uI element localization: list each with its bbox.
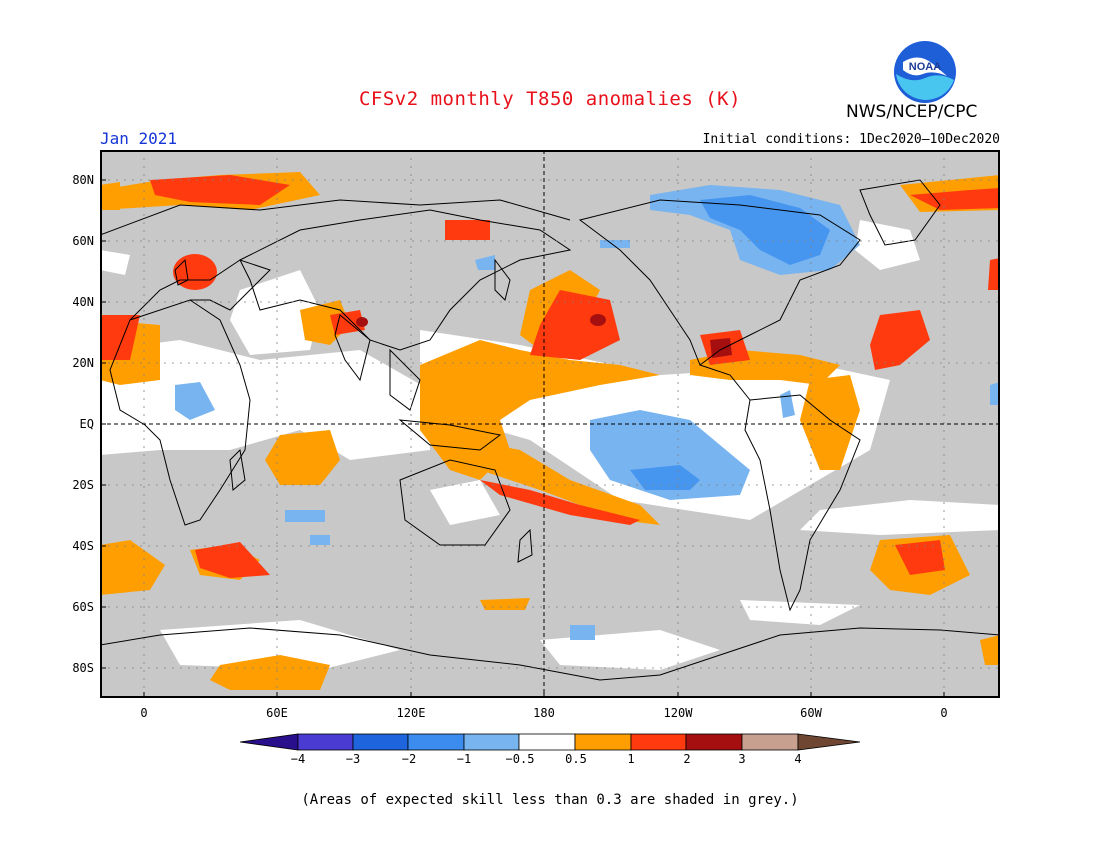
- noaa-logo: NOAA: [894, 41, 956, 103]
- colorbar-swatch: [407, 733, 465, 751]
- lat-label-80s: 80S: [72, 661, 94, 675]
- coastlines: [100, 179, 1000, 681]
- lon-label-120w: 120W: [663, 706, 693, 720]
- agency-label: NWS/NCEP/CPC: [846, 102, 978, 122]
- colorbar: [240, 733, 861, 751]
- noaa-logo-text: NOAA: [909, 61, 941, 73]
- colorbar-label: 1: [627, 752, 635, 766]
- lat-label-80n: 80N: [72, 173, 94, 187]
- colorbar-swatch: [518, 733, 576, 751]
- colorbar-arrow-left: [240, 733, 299, 751]
- colorbar-label: −2: [401, 752, 417, 766]
- lat-label-40s: 40S: [72, 539, 94, 553]
- lat-label-eq: EQ: [79, 417, 94, 431]
- anomaly-map: [100, 150, 1000, 698]
- colorbar-label: 0.5: [565, 752, 587, 766]
- equator-dateline: [100, 150, 1000, 698]
- lon-label-60e: 60E: [266, 706, 288, 720]
- valid-month: Jan 2021: [100, 129, 178, 148]
- lon-label-120e: 120E: [396, 706, 426, 720]
- lat-label-60s: 60S: [72, 600, 94, 614]
- lat-label-40n: 40N: [72, 295, 94, 309]
- colorbar-label: −0.5: [505, 752, 535, 766]
- colorbar-label: 4: [794, 752, 802, 766]
- colorbar-label: −3: [345, 752, 361, 766]
- lon-label-0-left: 0: [140, 706, 148, 720]
- axis-ticks: [100, 179, 945, 698]
- colorbar-label: −1: [456, 752, 472, 766]
- colorbar-swatch: [463, 733, 520, 751]
- lat-label-20s: 20S: [72, 478, 94, 492]
- chart-title: CFSv2 monthly T850 anomalies (K): [358, 88, 742, 110]
- colorbar-swatch: [297, 733, 354, 751]
- skill-footnote: (Areas of expected skill less than 0.3 a…: [301, 792, 799, 808]
- colorbar-swatch: [685, 733, 743, 751]
- colorbar-arrow-right: [797, 733, 861, 751]
- colorbar-swatch: [741, 733, 799, 751]
- lon-label-60w: 60W: [800, 706, 822, 720]
- colorbar-swatch: [352, 733, 409, 751]
- colorbar-swatch: [574, 733, 632, 751]
- lon-label-0-right: 0: [940, 706, 948, 720]
- lat-label-20n: 20N: [72, 356, 94, 370]
- colorbar-label: 3: [738, 752, 746, 766]
- lat-label-60n: 60N: [72, 234, 94, 248]
- colorbar-label: 2: [683, 752, 691, 766]
- colorbar-swatch: [630, 733, 687, 751]
- lon-label-180: 180: [533, 706, 555, 720]
- initial-conditions: Initial conditions: 1Dec2020—10Dec2020: [702, 132, 1000, 147]
- colorbar-label: −4: [290, 752, 306, 766]
